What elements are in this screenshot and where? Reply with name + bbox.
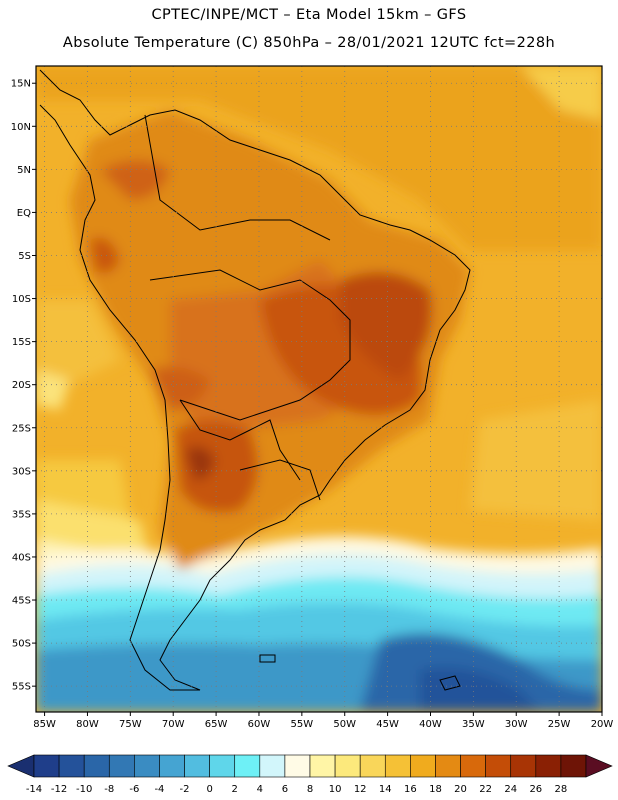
colorbar-swatch [309,754,336,778]
colorbar-swatch [460,754,486,778]
colorbar-swatch [209,754,236,778]
lat-label: 10N [11,122,31,133]
lon-label: 85W [33,719,56,730]
colorbar: -14 -12 -10 -8 -6 -4 -2 0 2 4 6 8 10 12 14 16 18 20 22 24 26… [7,754,613,795]
colorbar-swatch [535,754,562,778]
longitude-labels: 85W 80W 75W 70W 65W 60W 55W 50W 45W 40W 35W 30W 25W 2… [33,712,613,730]
lon-label: 50W [333,719,356,730]
colorbar-tick-label: 12 [354,784,367,795]
title-line-2: Absolute Temperature (C) 850hPa – 28/01/… [62,35,556,51]
lon-label: 25W [548,719,571,730]
colorbar-swatch [485,754,512,778]
colorbar-tick-label: 26 [529,784,542,795]
lat-label: 5S [18,251,31,262]
colorbar-tick-label: 14 [379,784,392,795]
colorbar-swatch [410,754,436,778]
colorbar-swatch [284,754,311,778]
colorbar-tick-label: 4 [257,784,263,795]
lat-label: EQ [17,208,31,219]
colorbar-swatch [435,754,461,778]
colorbar-swatch [134,754,160,778]
latitude-labels: 15N 10N 5N EQ 5S 10S 15S 20S 25S 30S 35S 40S 45S 50S 5… [11,79,36,693]
lon-label: 60W [248,719,271,730]
coastlines [39,69,471,691]
colorbar-swatch [234,754,261,778]
colorbar-tick-label: -14 [26,784,42,795]
colorbar-tick-label: 16 [404,784,417,795]
lat-label: 30S [12,466,31,477]
colorbar-over-arrow [585,754,613,778]
lat-label: 5N [17,165,31,176]
lat-label: 10S [12,294,31,305]
colorbar-tick-label: 28 [555,784,568,795]
colorbar-swatch [159,754,185,778]
colorbar-tick-label: 10 [329,784,342,795]
lon-label: 65W [205,719,228,730]
lat-label: 15S [12,337,31,348]
lon-label: 35W [462,719,485,730]
colorbar-tick-label: 6 [282,784,288,795]
lon-label: 30W [505,719,528,730]
colorbar-tick-label: -6 [129,784,139,795]
colorbar-swatch [184,754,210,778]
colorbar-under-arrow [7,754,35,778]
colorbar-swatch [259,754,286,778]
colorbar-tick-label: 24 [504,784,517,795]
colorbar-tick-label: -4 [154,784,164,795]
colorbar-tick-label: -12 [51,784,67,795]
lat-label: 25S [12,423,31,434]
colorbar-tick-label: 22 [479,784,492,795]
lat-label: 50S [12,639,31,650]
colorbar-tick-label: -2 [180,784,190,795]
colorbar-tick-label: -10 [76,784,92,795]
colorbar-tick-label: 20 [454,784,467,795]
lat-label: 20S [12,380,31,391]
colorbar-tick-label: 0 [206,784,212,795]
colorbar-tick-label: 18 [429,784,442,795]
colorbar-swatch [58,754,85,778]
lon-label: 20W [591,719,614,730]
lon-label: 40W [419,719,442,730]
lon-label: 70W [162,719,185,730]
lon-label: 55W [291,719,314,730]
lat-label: 45S [12,596,31,607]
colorbar-swatch [334,754,361,778]
colorbar-tick-label: 2 [232,784,238,795]
lat-label: 40S [12,552,31,563]
colorbar-swatch [510,754,537,778]
colorbar-swatch [560,754,587,778]
colorbar-tick-label: -8 [104,784,114,795]
colorbar-swatch [108,754,135,778]
colorbar-swatch [359,754,386,778]
lon-label: 75W [119,719,142,730]
lon-label: 80W [76,719,99,730]
colorbar-swatch [384,754,411,778]
lon-label: 45W [376,719,399,730]
lat-label: 15N [11,79,31,90]
lat-label: 35S [12,509,31,520]
map-frame [35,65,603,713]
colorbar-swatch [83,754,110,778]
lat-label: 55S [12,682,31,693]
colorbar-tick-label: 8 [307,784,313,795]
colorbar-swatch [33,754,60,778]
title-line-1: CPTEC/INPE/MCT – Eta Model 15km – GFS [151,7,467,23]
temperature-field [36,66,602,712]
